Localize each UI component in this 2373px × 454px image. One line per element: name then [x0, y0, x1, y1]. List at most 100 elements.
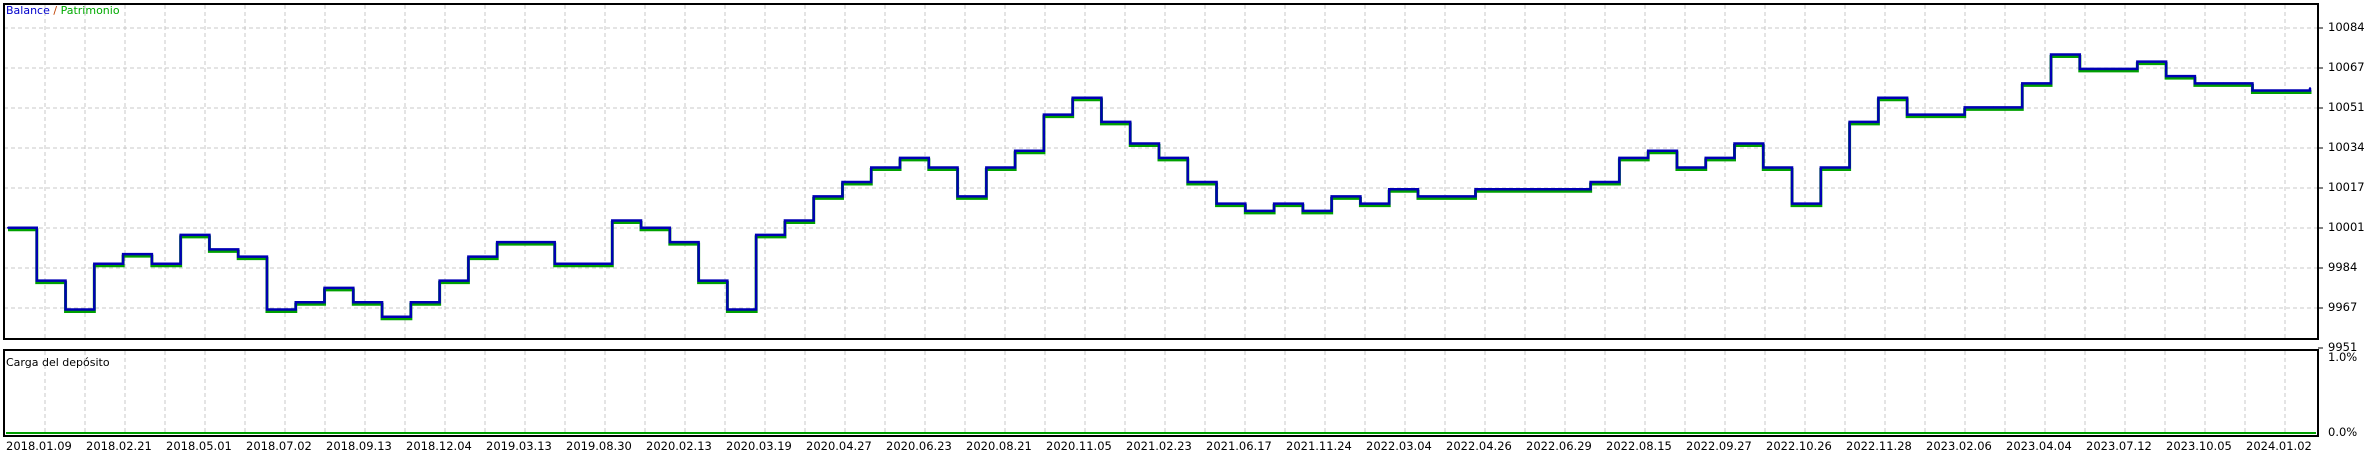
balance-point [1992, 106, 1995, 109]
balance-point [467, 255, 470, 258]
main-panel-frame [3, 3, 2319, 340]
y-tick-label: 9951 [2328, 340, 2358, 354]
load-tick-label: 0.0% [2328, 425, 2358, 439]
balance-point [1388, 188, 1391, 191]
x-tick-label: 2022.09.27 [1686, 439, 1752, 453]
x-tick-label: 2023.04.04 [2006, 439, 2072, 453]
x-tick-label: 2022.06.29 [1526, 439, 1592, 453]
x-tick-label: 2022.11.28 [1846, 439, 1912, 453]
balance-point [1733, 142, 1736, 145]
load-tick-label: 1.0% [2328, 350, 2358, 364]
balance-point [2309, 87, 2311, 90]
balance-point [179, 233, 182, 236]
balance-point [2050, 53, 2053, 56]
legend: Balance / Patrimonio [6, 4, 120, 17]
balance-point [1215, 202, 1218, 205]
balance-point [237, 255, 240, 258]
balance-point [93, 262, 96, 265]
balance-point [870, 166, 873, 169]
balance-point [1848, 120, 1851, 123]
balance-point [1186, 180, 1189, 183]
balance-point [1560, 188, 1563, 191]
balance-point [2078, 67, 2081, 70]
x-tick-label: 2018.01.09 [6, 439, 72, 453]
balance-point [2280, 89, 2283, 92]
balance-point [294, 301, 297, 304]
balance-point [2251, 89, 2254, 92]
balance-series [7, 53, 2312, 318]
balance-point [640, 226, 643, 229]
balance-point [2222, 82, 2225, 85]
balance-point [1330, 195, 1333, 198]
balance-point [1301, 209, 1304, 212]
balance-point [1791, 202, 1794, 205]
balance-point [35, 279, 38, 282]
y-tick-label: 10034 [2328, 140, 2365, 154]
balance-point [899, 156, 902, 159]
balance-point [1014, 149, 1017, 152]
x-tick-label: 2022.10.26 [1766, 439, 1832, 453]
balance-point [985, 166, 988, 169]
balance-point [1244, 209, 1247, 212]
balance-point [1963, 106, 1966, 109]
legend-equity: Patrimonio [60, 4, 120, 17]
y-tick-label: 10051 [2328, 100, 2365, 114]
balance-point [1819, 166, 1822, 169]
x-tick-label: 2020.04.27 [806, 439, 872, 453]
balance-point [611, 219, 614, 222]
balance-point [726, 308, 729, 311]
balance-point [927, 166, 930, 169]
balance-point [2136, 60, 2139, 63]
balance-point [1416, 195, 1419, 198]
deposit-load-panel-frame [3, 349, 2319, 437]
balance-point [2021, 82, 2024, 85]
balance-point [1704, 156, 1707, 159]
x-tick-label: 2018.07.02 [246, 439, 312, 453]
balance-point [64, 308, 67, 311]
balance-line [8, 53, 2312, 318]
balance-point [956, 195, 959, 198]
deposit-load-title: Carga del depósito [6, 356, 110, 369]
balance-point [1532, 188, 1535, 191]
balance-point [524, 241, 527, 244]
x-tick-label: 2021.06.17 [1206, 439, 1272, 453]
equity-line [8, 54, 2312, 321]
balance-point [668, 241, 671, 244]
balance-point [381, 315, 384, 318]
y-tick-label: 10001 [2328, 220, 2365, 234]
x-tick-label: 2018.12.04 [406, 439, 472, 453]
balance-point [1359, 202, 1362, 205]
x-tick-label: 2022.04.26 [1446, 439, 1512, 453]
y-tick-label: 10017 [2328, 180, 2365, 194]
x-tick-label: 2020.03.19 [726, 439, 792, 453]
balance-point [2193, 82, 2196, 85]
balance-point [1129, 142, 1132, 145]
legend-separator: / [53, 4, 58, 17]
balance-point [1675, 166, 1678, 169]
balance-point [265, 308, 268, 311]
balance-point [2165, 75, 2168, 78]
balance-point [409, 301, 412, 304]
balance-point [1042, 113, 1045, 116]
balance-point [582, 262, 585, 265]
balance-point [841, 180, 844, 183]
balance-point [1906, 113, 1909, 116]
balance-point [1877, 96, 1880, 99]
balance-point [812, 195, 815, 198]
balance-point [1589, 180, 1592, 183]
balance-point [1273, 202, 1276, 205]
x-tick-label: 2021.11.24 [1286, 439, 1352, 453]
balance-point [1071, 96, 1074, 99]
balance-point [1618, 156, 1621, 159]
y-tick-label: 9967 [2328, 300, 2358, 314]
x-tick-label: 2022.08.15 [1606, 439, 1672, 453]
balance-point [1474, 188, 1477, 191]
x-tick-label: 2020.08.21 [966, 439, 1032, 453]
x-tick-label: 2020.06.23 [886, 439, 952, 453]
x-tick-label: 2018.05.01 [166, 439, 232, 453]
balance-point [438, 279, 441, 282]
x-tick-label: 2018.09.13 [326, 439, 392, 453]
balance-point [496, 241, 499, 244]
balance-point [7, 226, 9, 229]
balance-point [2107, 67, 2110, 70]
